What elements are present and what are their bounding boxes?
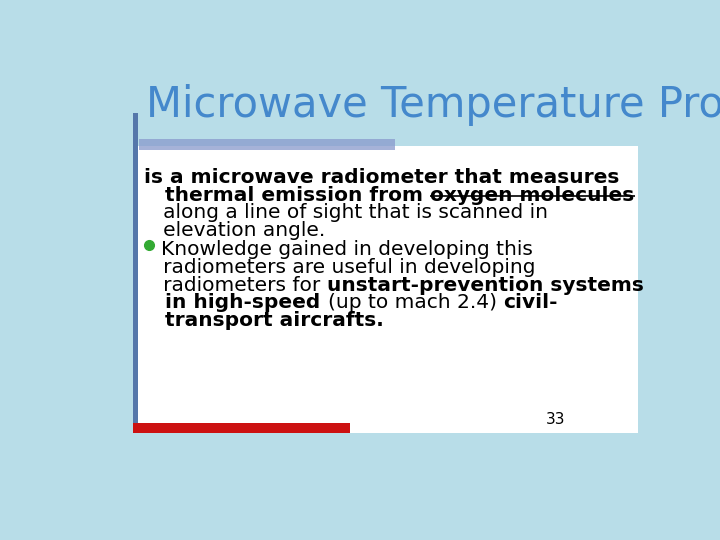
Bar	[132, 423, 350, 433]
Text: radiometers are useful in developing: radiometers are useful in developing	[144, 258, 536, 277]
Text: Knowledge gained in developing this: Knowledge gained in developing this	[161, 240, 534, 259]
Text: Microwave Temperature Profiler: Microwave Temperature Profiler	[145, 84, 720, 126]
Text: transport aircrafts.: transport aircrafts.	[144, 311, 384, 330]
Bar	[132, 113, 138, 433]
Text: unstart-prevention systems: unstart-prevention systems	[327, 276, 644, 295]
Text: (up to mach 2.4): (up to mach 2.4)	[328, 294, 503, 313]
Text: thermal emission from: thermal emission from	[144, 186, 431, 205]
Text: elevation angle.: elevation angle.	[144, 221, 325, 240]
Text: oxygen molecules: oxygen molecules	[431, 186, 634, 205]
Bar	[132, 113, 638, 433]
Bar	[139, 139, 395, 150]
Text: along a line of sight that is scanned in: along a line of sight that is scanned in	[144, 204, 548, 222]
Text: 33: 33	[546, 411, 565, 427]
Text: civil-: civil-	[503, 294, 557, 313]
Text: is a microwave radiometer that measures: is a microwave radiometer that measures	[144, 168, 620, 187]
Text: in high-speed: in high-speed	[144, 294, 328, 313]
Bar	[90, 65, 648, 146]
Text: radiometers for: radiometers for	[144, 276, 327, 295]
